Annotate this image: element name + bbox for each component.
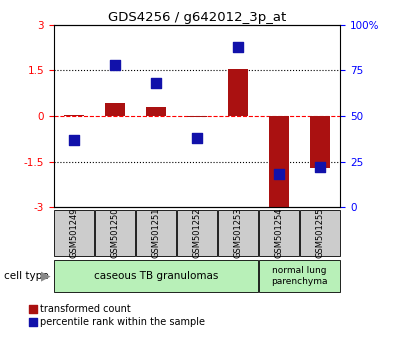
Bar [228,69,248,116]
FancyBboxPatch shape [54,260,258,292]
Text: GSM501252: GSM501252 [193,207,201,258]
Point [112,62,118,68]
Bar [146,107,166,116]
FancyBboxPatch shape [259,260,340,292]
FancyBboxPatch shape [300,210,340,256]
FancyBboxPatch shape [136,210,176,256]
Text: GSM501249: GSM501249 [70,207,79,258]
Text: cell type: cell type [4,271,49,281]
Text: GSM501251: GSM501251 [152,207,160,258]
Text: caseous TB granulomas: caseous TB granulomas [94,271,218,281]
Point [317,164,323,170]
Bar [310,116,330,168]
Text: ▶: ▶ [41,270,51,282]
Legend: transformed count, percentile rank within the sample: transformed count, percentile rank withi… [29,304,205,327]
Text: GSM501253: GSM501253 [234,207,242,258]
FancyBboxPatch shape [218,210,258,256]
Point [276,171,282,177]
Bar [187,116,207,118]
Bar [105,103,125,116]
Text: GSM501254: GSM501254 [274,207,283,258]
Point [235,44,241,50]
Point [194,135,200,141]
Bar [269,116,289,208]
Point [71,137,77,142]
FancyBboxPatch shape [95,210,135,256]
FancyBboxPatch shape [259,210,299,256]
FancyBboxPatch shape [177,210,217,256]
FancyBboxPatch shape [54,210,94,256]
Text: GSM501255: GSM501255 [315,207,324,258]
Bar [64,115,84,116]
Title: GDS4256 / g642012_3p_at: GDS4256 / g642012_3p_at [108,11,286,24]
Point [153,80,159,86]
Text: GSM501250: GSM501250 [111,207,120,258]
Text: normal lung
parenchyma: normal lung parenchyma [271,267,328,286]
